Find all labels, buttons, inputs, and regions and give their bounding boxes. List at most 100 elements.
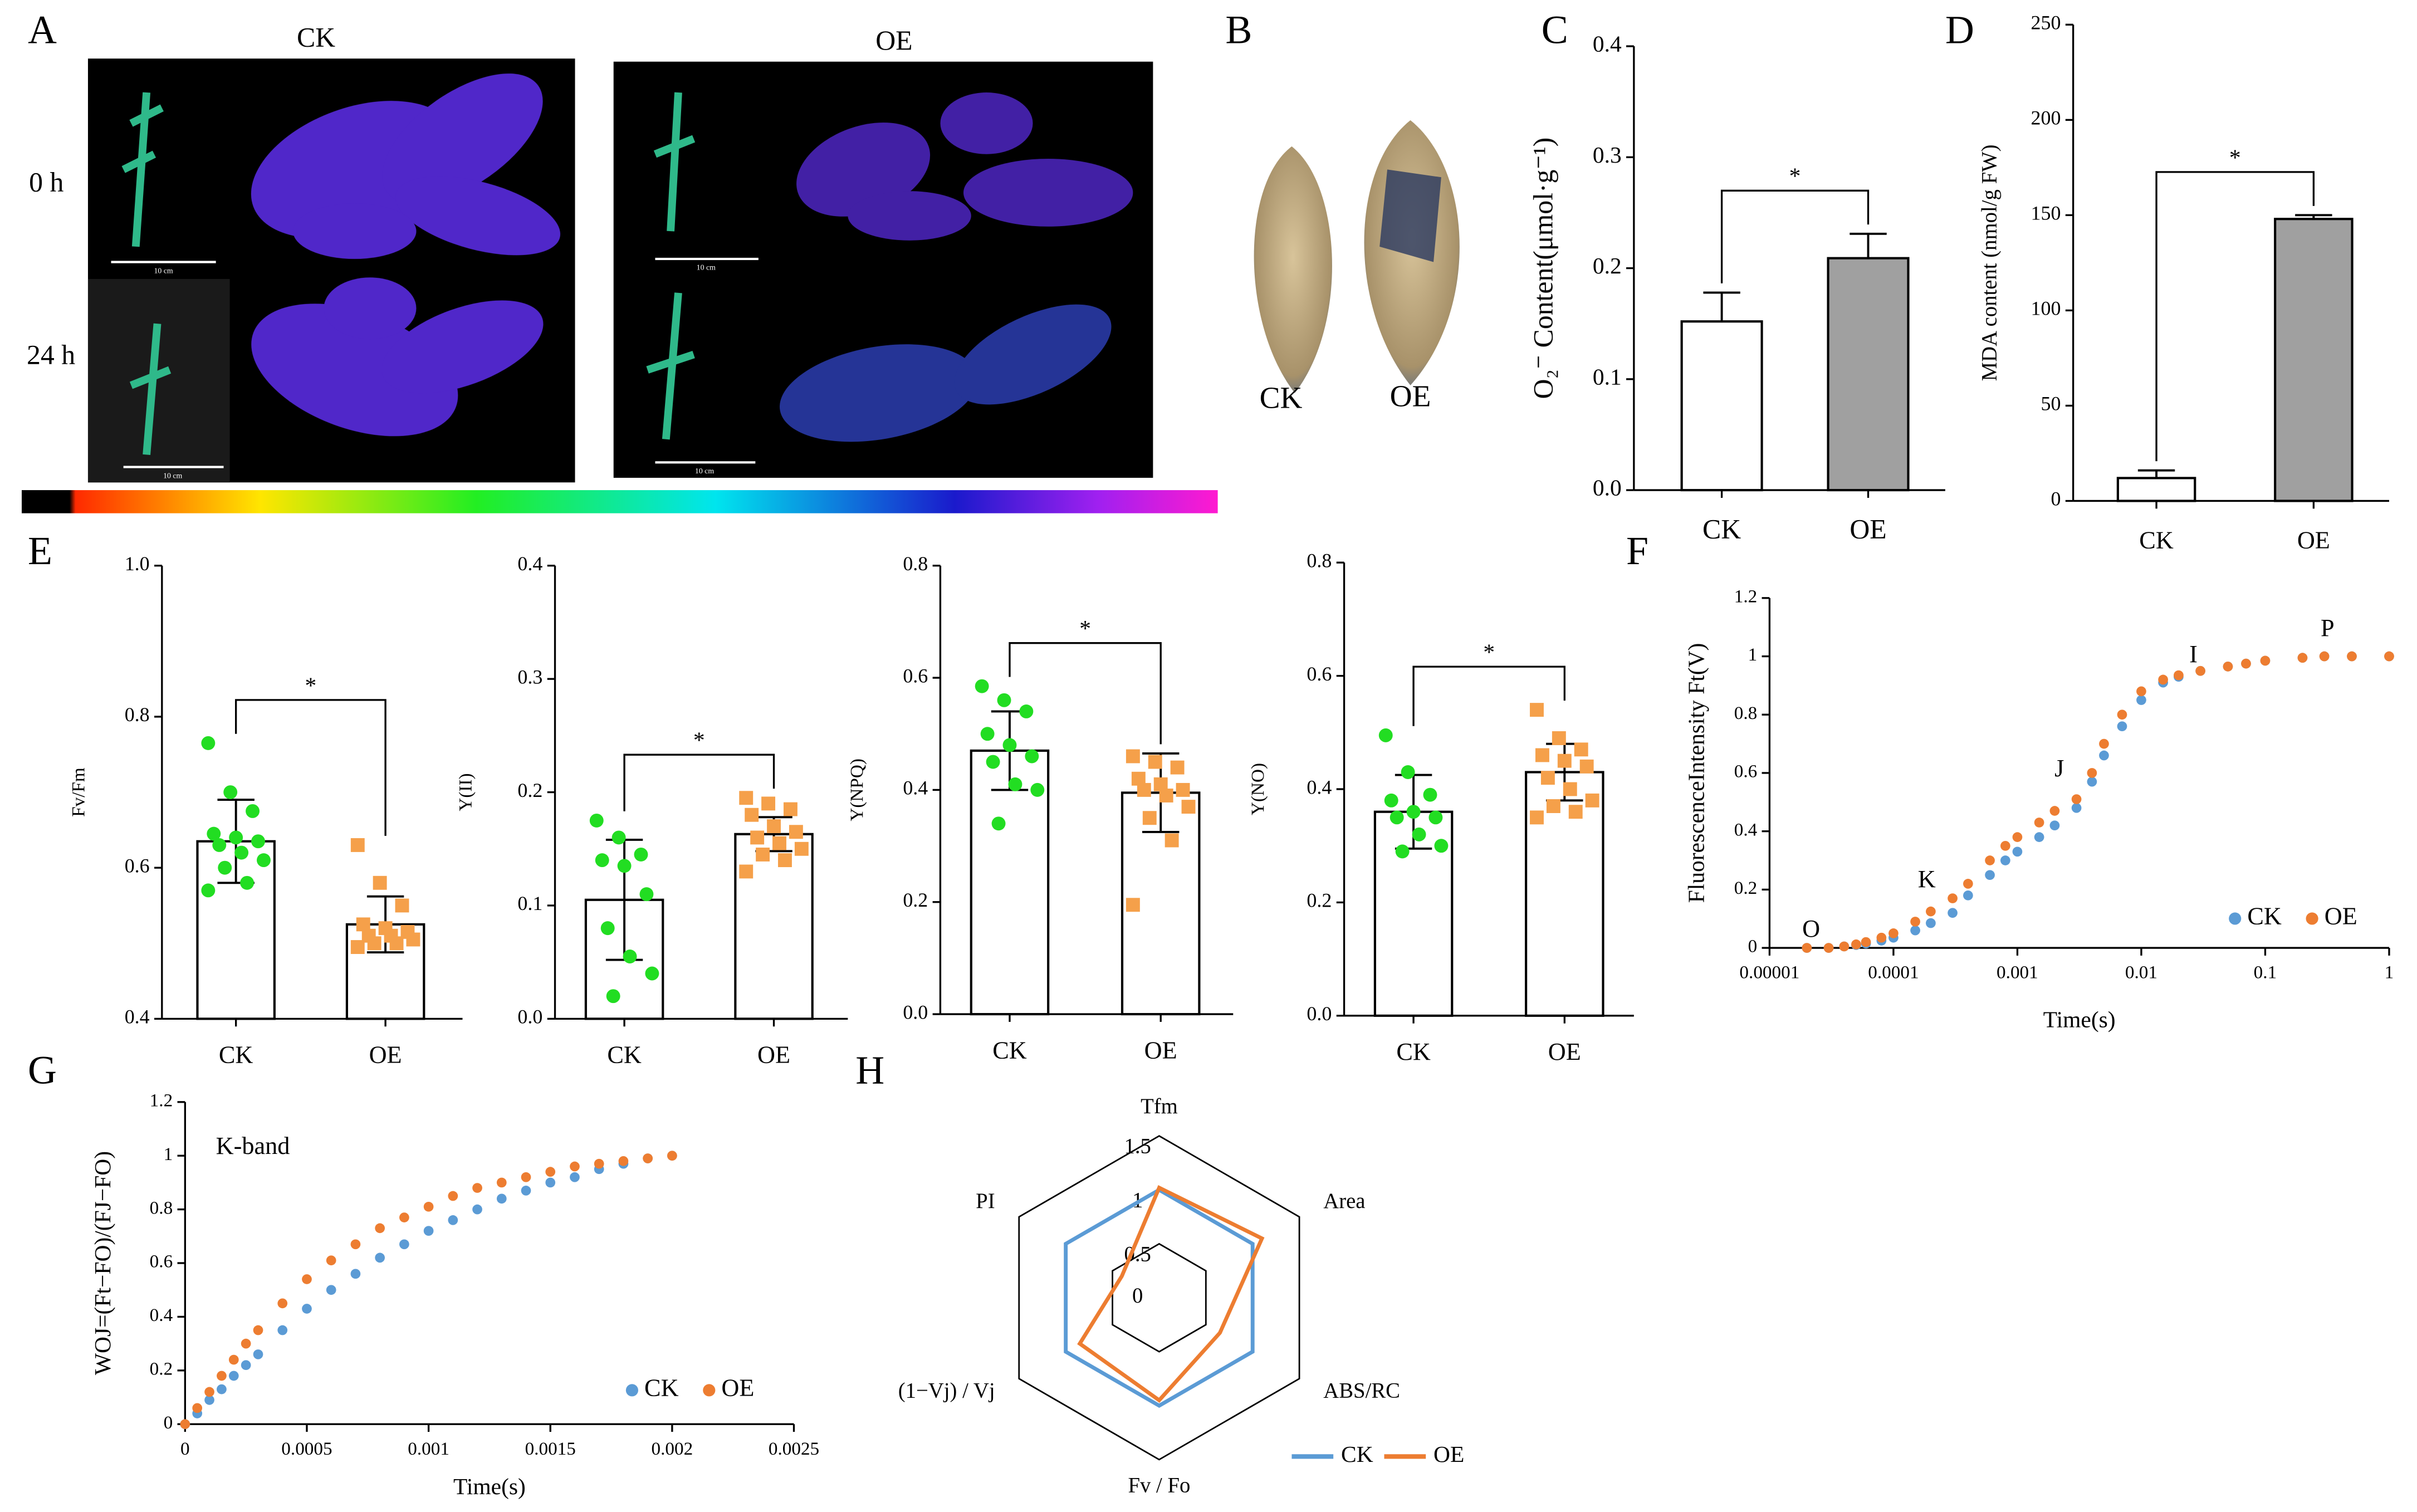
bar [1827,257,1910,492]
small-plants [121,92,696,456]
y-tick-label: 200 [2031,107,2061,129]
data-point [2136,695,2146,705]
y-tick-label: 0.2 [903,889,928,911]
data-point [1030,782,1045,797]
data-point [997,693,1011,707]
x-tick-label: 0.01 [2125,962,2157,983]
significance-bracket [623,753,775,811]
x-tick-label: 0.0025 [769,1438,819,1459]
data-point [756,847,770,862]
row-label: 0 h [29,167,63,198]
data-point [212,838,227,852]
data-point [986,755,1000,769]
legend-marker [2306,912,2318,925]
x-tick-label: 0.001 [408,1438,449,1459]
data-point [767,819,781,834]
annotation: O [1802,915,1820,942]
y-tick-label: 0.8 [1734,703,1758,723]
data-point [794,841,809,856]
legend-marker [2229,912,2242,925]
data-point [783,802,797,816]
data-point [1910,917,1920,927]
data-point [367,936,381,951]
data-point [645,966,659,981]
y-tick-label: 0.0 [903,1001,928,1023]
leaf-stain [1379,169,1441,262]
data-point [1948,908,1958,918]
data-point [201,736,216,750]
data-point [750,830,765,845]
significance-label: * [2229,144,2241,170]
significance-label: * [1079,615,1091,641]
data-point [2012,832,2023,842]
data-point [2034,832,2044,842]
data-point [1963,879,1973,889]
data-point [1963,890,1973,901]
x-tick-label: 0.001 [1997,962,2038,983]
y-axis-label: Y(II) [455,773,476,811]
leaf-ck [1254,146,1332,393]
panel-letter: B [1225,7,1252,52]
data-point [277,1325,288,1335]
legend-marker [703,1384,716,1397]
data-point [2223,661,2233,672]
radar-ring [1065,1188,1254,1407]
data-point [2071,794,2082,804]
x-tick-label: 0.1 [2254,962,2277,983]
data-point [2000,840,2010,851]
data-point [2071,803,2082,813]
y-tick-label: 0 [2051,488,2061,510]
data-point [594,1158,604,1169]
data-point [1406,805,1421,819]
y-tick-label: 0.3 [1593,142,1622,168]
y-tick-label: 0.0 [1593,475,1622,501]
y-tick-label: 0.4 [1593,31,1622,57]
data-point [472,1183,482,1193]
y-tick-label: 1.2 [1734,586,1758,606]
significance-label: * [305,672,317,698]
y-tick-label: 0.4 [1307,776,1332,798]
data-point [350,1269,361,1279]
data-point [1395,844,1410,859]
panel-letter: E [28,529,52,573]
y-axis-label: Fv/Fm [69,767,89,817]
data-point [634,847,648,862]
data-point [789,825,803,839]
y-axis-label: Y(NPQ) [847,759,867,821]
x-tick-label: OE [1850,513,1886,544]
x-tick-label: OE [1548,1038,1581,1065]
data-point [496,1193,507,1204]
data-point [600,921,615,936]
data-point [496,1177,507,1188]
y-tick-label: 0.0 [517,1006,542,1028]
data-point [228,1354,239,1365]
data-point [1002,738,1017,752]
scale-label: 10 cm [695,467,714,475]
data-point [1802,943,1812,953]
data-point [217,1384,227,1394]
x-tick-label: 0.0001 [1868,962,1919,983]
y-axis-label: O₂⁻ Content(μmol·g⁻¹) [1528,138,1559,399]
y-tick-label: 0 [164,1412,173,1433]
radar-series [1064,1187,1255,1408]
data-point [1384,793,1398,808]
data-point [180,1419,190,1430]
legend-label: CK [1341,1441,1373,1467]
stained-leaves [1254,120,1460,393]
data-point [406,932,420,947]
radar-category: Fv / Fo [1128,1474,1190,1498]
y-tick-label: 0.1 [517,892,542,914]
data-point [1839,941,1850,952]
panel-letter: C [1542,7,1568,52]
data-point [1428,810,1443,825]
data-point [229,830,243,845]
data-point [253,1325,263,1335]
data-point [618,1156,629,1166]
significance-label: * [693,727,705,753]
data-point [2117,721,2127,732]
data-point [639,887,654,902]
data-point [472,1204,482,1215]
y-tick-label: 0.2 [517,779,542,801]
data-point [1530,703,1544,717]
